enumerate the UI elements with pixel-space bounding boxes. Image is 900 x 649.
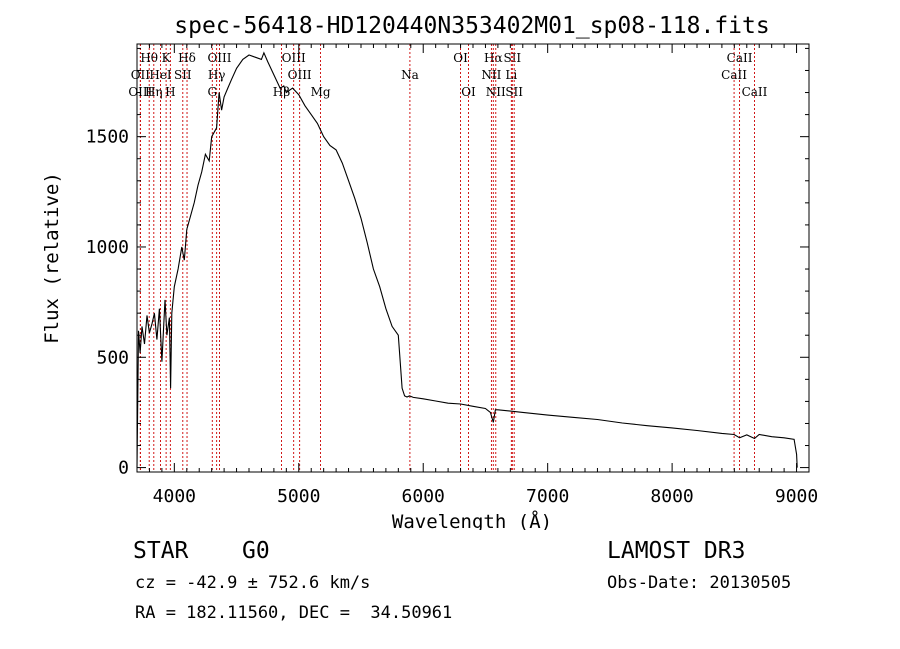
y-tick-label: 1500 (86, 127, 129, 148)
coordinates: RA = 182.11560, DEC = 34.50961 (135, 603, 453, 623)
x-tick-label: 7000 (526, 486, 569, 507)
line-marker-label: H (165, 85, 175, 99)
x-axis: 4000 5000 6000 7000 8000 9000 (136, 44, 818, 507)
line-marker-label: Hδ (178, 51, 196, 65)
line-marker-label: OI (453, 51, 468, 65)
x-tick-label: 6000 (402, 486, 445, 507)
x-tick-label: 8000 (650, 486, 693, 507)
y-tick-label: 500 (96, 347, 129, 368)
line-marker-label: OIII (128, 85, 152, 99)
line-marker-label: HeI (149, 68, 172, 82)
line-marker-label: Hγ (208, 68, 226, 82)
x-tick-label: 4000 (153, 486, 196, 507)
object-subclass: G0 (242, 538, 270, 564)
line-marker-label: CaII (721, 68, 747, 82)
plot-frame (136, 43, 810, 473)
line-marker-label: SII (505, 85, 523, 99)
x-tick-label: 5000 (277, 486, 320, 507)
line-markers: Hθ OII OIII K HeI Hη H SII Hδ OIII Hγ G OIII OIII Hβ Mg… (128, 44, 768, 472)
line-marker-label: Hη (145, 85, 163, 99)
line-marker-label: CaII (727, 51, 753, 65)
line-marker-label: Li (505, 68, 517, 82)
line-marker-label: Na (401, 68, 419, 82)
line-marker-label: SII (174, 68, 192, 82)
line-marker-label: OI (461, 85, 476, 99)
y-tick-label: 0 (118, 458, 129, 479)
object-class: STAR (133, 538, 189, 564)
x-axis-label: Wavelength (Å) (392, 510, 552, 530)
line-marker-label: NII (481, 68, 501, 82)
observation-date: Obs-Date: 20130505 (607, 573, 792, 593)
x-tick-label: 9000 (775, 486, 818, 507)
line-marker-label: OIII (288, 68, 312, 82)
line-marker-label: Hα (484, 51, 503, 65)
y-axis: 0 500 1000 1500 (86, 47, 809, 479)
line-marker-label: K (162, 51, 172, 65)
line-marker-label: Hθ (140, 51, 158, 65)
line-marker-label: OIII (207, 51, 231, 65)
spectrum-line (136, 51, 798, 468)
line-marker-label: SII (503, 51, 521, 65)
line-marker-label: Hβ (273, 85, 290, 99)
y-axis-label: Flux (relative) (41, 172, 63, 344)
line-marker-label: NII (486, 85, 506, 99)
spectrum-chart: spec-56418-HD120440N353402M01_sp08-118.f… (41, 13, 818, 533)
line-marker-label: Mg (311, 85, 331, 99)
y-tick-label: 1000 (86, 237, 129, 258)
chart-title: spec-56418-HD120440N353402M01_sp08-118.f… (174, 13, 769, 39)
line-marker-label: OIII (282, 51, 306, 65)
survey-label: LAMOST DR3 (607, 538, 746, 564)
line-marker-label: OII (131, 68, 151, 82)
line-marker-label: G (207, 85, 217, 99)
line-marker-label: CaII (742, 85, 768, 99)
redshift-velocity: cz = -42.9 ± 752.6 km/s (135, 573, 371, 593)
